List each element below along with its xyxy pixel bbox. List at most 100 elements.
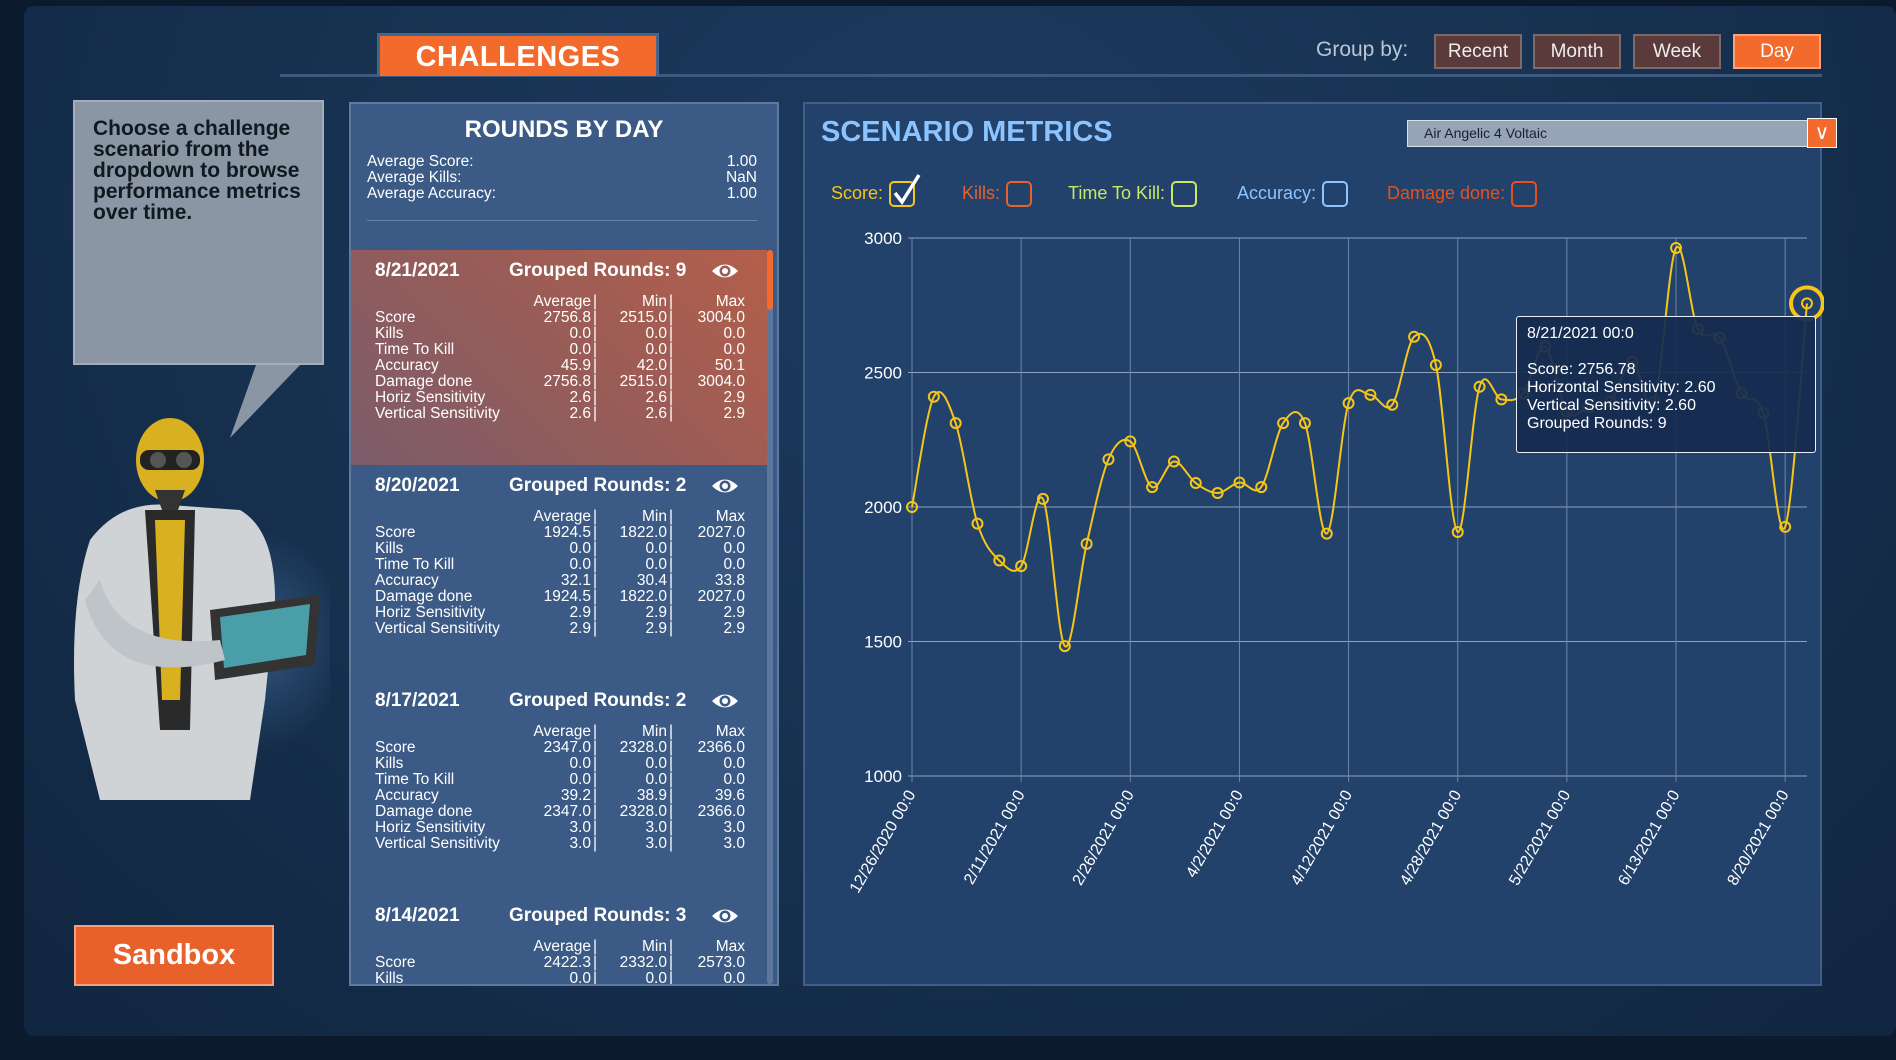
metric-row: Vertical Sensitivity 2.9 2.9 2.9 | | xyxy=(351,621,767,637)
score-data-point[interactable] xyxy=(1298,417,1311,430)
rounds-scrollbar-thumb[interactable] xyxy=(767,250,773,310)
separator: | xyxy=(669,954,674,971)
toggle-damage-done[interactable]: Damage done: xyxy=(1387,178,1538,208)
challenges-tab[interactable]: CHALLENGES xyxy=(377,33,659,76)
score-data-point[interactable] xyxy=(1015,560,1028,573)
toggle-time-to-kill[interactable]: Time To Kill: xyxy=(1068,178,1198,208)
checkbox[interactable] xyxy=(1322,181,1349,208)
grouped-label: Grouped Rounds: xyxy=(509,905,671,926)
day-group[interactable]: 8/21/2021 Grouped Rounds: 9 Average Min Max |… xyxy=(351,250,767,465)
grouped-label: Grouped Rounds: xyxy=(509,260,671,281)
separator: | xyxy=(669,389,674,406)
score-data-point[interactable] xyxy=(1277,417,1290,430)
metric-label: Horiz Sensitivity xyxy=(375,604,486,621)
separator: | xyxy=(593,293,598,310)
day-group[interactable]: 8/14/2021 Grouped Rounds: 3 Average Min Max |… xyxy=(351,895,767,985)
score-data-point[interactable] xyxy=(1255,481,1268,494)
metric-value: 0.0 xyxy=(645,771,667,788)
score-data-point[interactable] xyxy=(1058,640,1071,653)
metric-value: 3004.0 xyxy=(697,309,745,326)
score-data-point[interactable] xyxy=(1801,297,1813,310)
sandbox-button[interactable]: Sandbox xyxy=(74,925,274,986)
day-group[interactable]: 8/20/2021 Grouped Rounds: 2 Average Min Max |… xyxy=(351,465,767,680)
score-data-point[interactable] xyxy=(1495,393,1508,406)
toggle-score[interactable]: Score: xyxy=(831,174,921,208)
checkbox[interactable] xyxy=(1171,181,1198,208)
y-tick-label: 2000 xyxy=(864,498,902,517)
column-header: Average Min Max | | xyxy=(351,294,767,310)
metric-row: Kills 0.0 0.0 0.0 | | xyxy=(351,971,767,985)
metric-row: Accuracy 45.9 42.0 50.1 | | xyxy=(351,358,767,374)
metric-row: Damage done 2756.8 2515.0 3004.0 | | xyxy=(351,374,767,390)
eye-icon[interactable] xyxy=(711,262,739,280)
summary-value: 1.00 xyxy=(726,153,757,170)
score-data-point[interactable] xyxy=(1364,388,1377,401)
score-data-point[interactable] xyxy=(927,390,940,403)
column-label: Max xyxy=(715,723,745,740)
metric-value: 0.0 xyxy=(569,341,591,358)
score-data-point[interactable] xyxy=(993,554,1006,567)
toggle-kills[interactable]: Kills: xyxy=(962,178,1033,208)
group-by-week-button[interactable]: Week xyxy=(1633,34,1721,69)
column-label: Average xyxy=(533,938,591,955)
score-data-point[interactable] xyxy=(1167,455,1180,468)
checkbox[interactable] xyxy=(889,174,921,208)
score-data-point[interactable] xyxy=(1386,398,1399,411)
group-by-day-button[interactable]: Day xyxy=(1733,34,1821,69)
day-group[interactable]: 8/17/2021 Grouped Rounds: 2 Average Min Max |… xyxy=(351,680,767,895)
rounds-scrollbar-track[interactable] xyxy=(767,250,773,984)
column-label: Min xyxy=(642,293,667,310)
column-label: Max xyxy=(715,293,745,310)
score-data-point[interactable] xyxy=(1146,481,1159,494)
score-data-point[interactable] xyxy=(1779,520,1792,533)
metric-value: 1924.5 xyxy=(543,588,591,605)
score-data-point[interactable] xyxy=(1036,492,1049,505)
group-by-recent-button[interactable]: Recent xyxy=(1434,34,1522,69)
metric-value: 0.0 xyxy=(645,755,667,772)
column-label: Min xyxy=(642,938,667,955)
score-data-point[interactable] xyxy=(1342,397,1355,410)
metric-row: Horiz Sensitivity 2.6 2.6 2.9 | | xyxy=(351,390,767,406)
separator: | xyxy=(669,739,674,756)
grouped-count: 2 xyxy=(675,475,687,496)
grouped-rounds: Grouped Rounds: 2 xyxy=(509,690,686,712)
metric-value: 2366.0 xyxy=(697,803,745,820)
column-label: Max xyxy=(715,938,745,955)
metric-value: 0.0 xyxy=(645,341,667,358)
score-data-point[interactable] xyxy=(906,501,918,513)
score-data-point[interactable] xyxy=(1670,241,1683,254)
checkbox[interactable] xyxy=(1511,181,1538,208)
score-data-point[interactable] xyxy=(1189,477,1202,490)
rounds-list[interactable]: 8/21/2021 Grouped Rounds: 9 Average Min Max |… xyxy=(351,250,767,985)
eye-icon[interactable] xyxy=(711,692,739,710)
group-by-month-button[interactable]: Month xyxy=(1533,34,1621,69)
summary-label: Average Accuracy: xyxy=(367,185,496,202)
score-data-point[interactable] xyxy=(1211,487,1224,500)
score-data-point[interactable] xyxy=(1408,330,1421,343)
metric-value: 2.9 xyxy=(723,405,745,422)
checkbox[interactable] xyxy=(1006,181,1033,208)
metrics-title: SCENARIO METRICS xyxy=(821,116,1113,148)
metric-label: Kills xyxy=(375,755,404,772)
eye-icon[interactable] xyxy=(711,477,739,495)
score-data-point[interactable] xyxy=(949,417,962,430)
separator: | xyxy=(593,508,598,525)
scenario-dropdown[interactable]: Air Angelic 4 Voltaic xyxy=(1407,120,1809,147)
separator: | xyxy=(593,373,598,390)
score-data-point[interactable] xyxy=(1233,476,1246,489)
eye-icon[interactable] xyxy=(711,907,739,925)
toggle-accuracy[interactable]: Accuracy: xyxy=(1237,178,1349,208)
chevron-down-icon[interactable]: ∨ xyxy=(1807,118,1837,148)
score-data-point[interactable] xyxy=(1102,453,1115,466)
metric-value: 2.6 xyxy=(569,389,591,406)
score-data-point[interactable] xyxy=(971,517,984,530)
score-data-point[interactable] xyxy=(1124,435,1137,448)
metric-value: 30.4 xyxy=(636,572,667,589)
metric-value: 39.6 xyxy=(714,787,745,804)
score-data-point[interactable] xyxy=(1320,527,1333,540)
score-data-point[interactable] xyxy=(1429,358,1442,371)
metric-label: Accuracy xyxy=(375,787,439,804)
score-data-point[interactable] xyxy=(1080,537,1093,550)
score-data-point[interactable] xyxy=(1451,526,1464,539)
score-data-point[interactable] xyxy=(1473,380,1486,393)
